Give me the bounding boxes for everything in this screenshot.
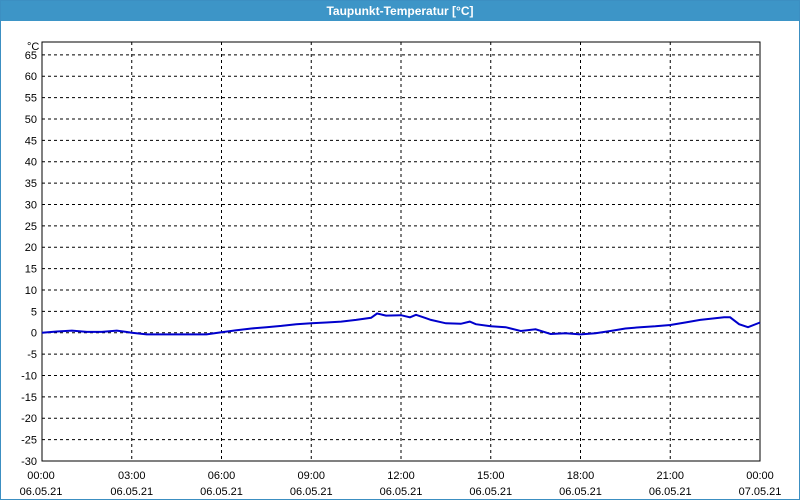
x-tick-date-label: 06.05.21 <box>110 486 153 498</box>
x-tick-date-label: 06.05.21 <box>559 486 602 498</box>
y-tick-label: -10 <box>21 370 37 382</box>
y-tick-label: 20 <box>25 242 37 254</box>
y-tick-label: -15 <box>21 392 37 404</box>
vertical-gridlines <box>131 42 671 461</box>
x-tick-time-label: 21:00 <box>656 470 684 482</box>
y-tick-label: -25 <box>21 435 37 447</box>
x-tick-time-label: 03:00 <box>118 470 146 482</box>
x-tick-date-label: 06.05.21 <box>200 486 243 498</box>
x-tick-date-label: 06.05.21 <box>469 486 512 498</box>
y-tick-label: -20 <box>21 413 37 425</box>
y-tick-label: 25 <box>25 221 37 233</box>
y-tick-label: -5 <box>27 349 37 361</box>
x-tick-time-label: 15:00 <box>477 470 505 482</box>
y-tick-label: 30 <box>25 199 37 211</box>
y-tick-label: 60 <box>25 71 37 83</box>
x-tick-date-label: 06.05.21 <box>649 486 692 498</box>
y-tick-label: 45 <box>25 135 37 147</box>
y-tick-label: 5 <box>31 306 37 318</box>
window-title: Taupunkt-Temperatur [°C] <box>1 1 799 21</box>
y-tick-label: 65 <box>25 50 37 62</box>
y-tick-label: 55 <box>25 93 37 105</box>
x-tick-date-label: 06.05.21 <box>20 486 63 498</box>
y-tick-label: 10 <box>25 285 37 297</box>
x-tick-time-label: 09:00 <box>297 470 325 482</box>
plot-frame <box>41 41 761 462</box>
y-tick-label: 50 <box>25 114 37 126</box>
x-tick-date-label: 06.05.21 <box>290 486 333 498</box>
y-tick-label: -30 <box>21 456 37 468</box>
y-axis-unit-label: °C <box>27 41 39 53</box>
y-tick-label: 15 <box>25 264 37 276</box>
x-tick-time-label: 00:00 <box>27 470 55 482</box>
x-tick-time-label: 12:00 <box>387 470 415 482</box>
x-tick-date-label: 07.05.21 <box>739 486 782 498</box>
y-tick-label: 40 <box>25 157 37 169</box>
dewpoint-series-line <box>41 312 761 336</box>
x-tick-time-label: 18:00 <box>567 470 595 482</box>
y-tick-label: 0 <box>31 328 37 340</box>
x-tick-date-label: 06.05.21 <box>380 486 423 498</box>
y-tick-labels: 65605550454035302520151050-5-10-15-20-25… <box>21 50 37 468</box>
chart-area: °C 65 60 55 50 45 40 35 30 25 20 15 10 5 0 -5 -10 -15 -20… <box>1 22 799 499</box>
x-tick-time-label: 06:00 <box>208 470 236 482</box>
x-tick-time-label: 00:00 <box>746 470 774 482</box>
y-tick-label: 35 <box>25 178 37 190</box>
dewpoint-chart: °C 65605550454035302520151050-5-10-15-20… <box>20 41 782 498</box>
x-tick-labels: 00:00 06.05.21 03:00 06.05.21 06:00 06.05.21 0… <box>20 470 782 498</box>
